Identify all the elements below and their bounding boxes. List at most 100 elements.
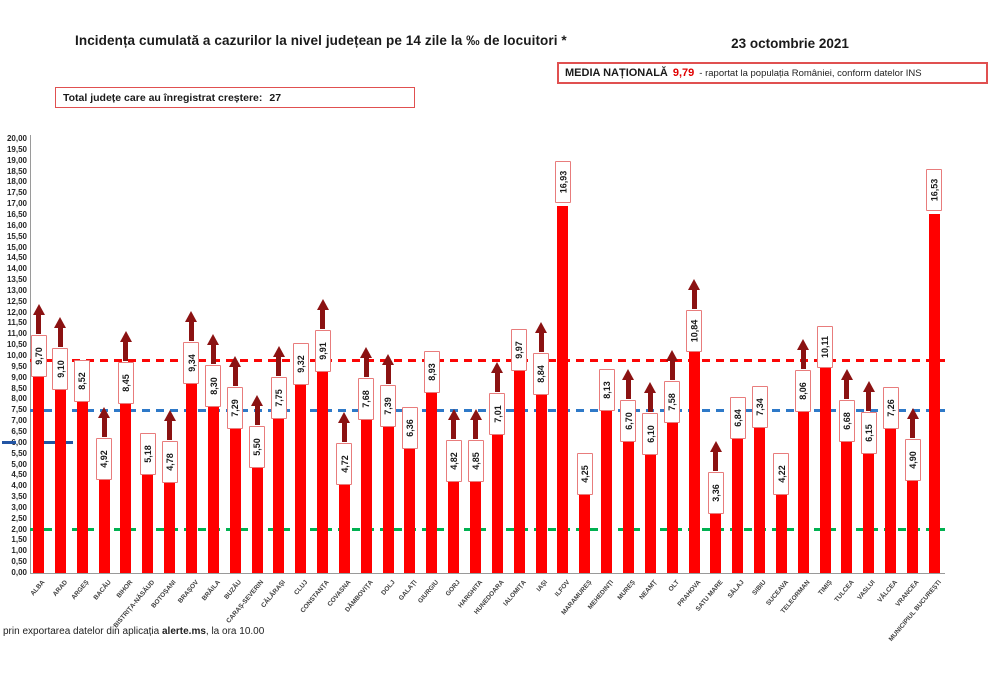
arrow-shaft [101, 418, 107, 438]
arrow-shaft [167, 421, 173, 441]
value-label-text: 3,36 [710, 484, 721, 502]
bar-caraș-severin [251, 453, 263, 573]
value-label-text: 9,34 [186, 354, 197, 373]
arrow-shaft [210, 344, 216, 364]
increase-arrow-icon [644, 381, 657, 412]
y-tick-label: 4,50 [11, 470, 27, 480]
value-label-text: 16,93 [557, 170, 568, 193]
value-label-brașov: 9,34 [183, 342, 200, 385]
value-label-text: 4,25 [579, 465, 590, 483]
value-label-ilfov: 16,93 [554, 160, 571, 203]
value-label-vrancea: 4,90 [904, 438, 921, 481]
value-label-bistrița-năsăud: 5,18 [139, 432, 156, 475]
bar-vâlcea [885, 415, 897, 573]
y-tick-label: 18,00 [6, 177, 27, 187]
increase-arrow-icon [797, 339, 810, 370]
x-tick-text: BRAȘOV [176, 579, 200, 605]
arrow-shaft [276, 356, 282, 376]
prag-albastru-inchis [2, 440, 16, 445]
value-label-text: 6,10 [645, 424, 656, 443]
increase-arrow-icon [163, 410, 176, 441]
increase-arrow-icon [840, 369, 853, 400]
x-tick-text: GIURGIU [416, 579, 441, 605]
x-tick-text: BACĂU [91, 579, 113, 602]
value-label-galați: 6,36 [401, 406, 418, 449]
x-tick-text: SĂLAJ [726, 579, 747, 600]
arrow-head [469, 408, 482, 420]
value-label-covasna: 4,72 [336, 442, 353, 485]
value-label-text: 9,91 [317, 342, 328, 360]
value-label-text: 7,01 [492, 405, 503, 423]
bar-alba [33, 362, 44, 573]
arrow-head [360, 347, 373, 359]
x-tick-text: IAȘI [535, 579, 550, 594]
bar-mehedinți [601, 396, 613, 573]
y-tick-label: 9,00 [11, 372, 27, 382]
value-label-botoșani: 4,78 [161, 441, 178, 484]
value-label-brăila: 8,30 [205, 364, 222, 407]
value-label-text: 10,84 [689, 319, 699, 343]
increase-arrow-icon [447, 409, 460, 440]
bar-arad [54, 375, 66, 573]
increase-arrow-icon [491, 361, 504, 392]
footer-text-suffix: , la ora 10.00 [205, 626, 265, 637]
value-label-text: 6,36 [404, 419, 415, 437]
x-tick-text: NEAMȚ [638, 579, 659, 602]
arrow-shaft [800, 350, 806, 370]
y-tick-label: 14,00 [6, 264, 27, 274]
value-label-text: 8,45 [120, 373, 131, 392]
bar-hunedoara [491, 420, 503, 573]
arrow-head [251, 394, 263, 406]
value-label-teleorman: 8,06 [795, 370, 812, 413]
value-label-text: 7,39 [383, 396, 394, 415]
arrow-head [229, 355, 242, 367]
y-tick-label: 11,00 [7, 329, 27, 339]
value-label-suceava: 4,22 [773, 453, 790, 496]
bar-cluj [295, 370, 307, 573]
bar-ilfov [557, 205, 569, 573]
x-tick-text: ARAD [51, 579, 69, 598]
y-tick-label: 19,50 [6, 144, 27, 154]
increase-arrow-icon [207, 333, 220, 364]
y-tick-label: 18,50 [6, 166, 27, 176]
value-label-text: 9,10 [55, 359, 66, 378]
y-tick-label: 3,00 [11, 502, 27, 512]
bar-bistrița-năsăud [142, 460, 154, 573]
x-tick-text: TIMIȘ [816, 579, 834, 597]
value-label-text: 7,34 [754, 397, 765, 416]
value-label-text: 6,84 [732, 408, 743, 427]
national-average-note: - raportat la populația României, confor… [699, 67, 922, 79]
value-label-text: 4,78 [164, 453, 175, 472]
increase-arrow-icon [535, 322, 548, 353]
arrow-head [119, 330, 132, 342]
x-tick-text: GALAȚI [397, 579, 419, 603]
y-tick-label: 7,50 [11, 405, 27, 415]
y-tick-label: 3,50 [11, 492, 27, 502]
arrow-head [535, 322, 548, 334]
arrow-shaft [57, 327, 63, 347]
value-label-constanța: 9,91 [314, 329, 331, 372]
value-label-text: 5,18 [142, 444, 153, 463]
arrow-head [666, 349, 679, 361]
y-tick-label: 12,00 [6, 307, 27, 317]
y-tick-label: 8,00 [11, 394, 27, 404]
value-label-text: 4,85 [470, 451, 481, 470]
y-tick-label: 10,00 [6, 351, 27, 360]
value-label-satu-mare: 3,36 [707, 472, 724, 515]
arrow-head [163, 410, 176, 422]
x-tick-text: ARGEȘ [70, 579, 91, 602]
increase-arrow-icon [185, 311, 198, 342]
bar-sălaj [732, 424, 744, 573]
bar-tulcea [841, 428, 853, 573]
x-tick-text: CLUJ [292, 579, 310, 597]
y-tick-label: 2,50 [11, 513, 27, 523]
growth-counties-box: Total județe care au înregistrat creșter… [55, 87, 415, 108]
value-label-timiș: 10,11 [817, 325, 834, 368]
value-label-text: 9,70 [33, 346, 44, 365]
arrow-head [688, 278, 700, 290]
y-tick-label: 15,00 [6, 242, 27, 252]
value-label-maramureș: 4,25 [576, 452, 593, 495]
x-tick-text: VASLUI [856, 579, 878, 602]
arrow-shaft [188, 322, 194, 342]
arrow-shaft [36, 314, 41, 334]
